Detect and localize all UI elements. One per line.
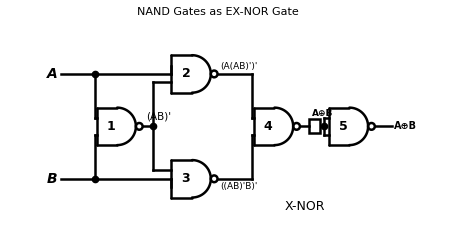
Text: 5: 5: [339, 120, 347, 133]
Bar: [309, 119, 319, 133]
Text: ((AB)'B)': ((AB)'B)': [220, 182, 258, 191]
Text: A: A: [46, 67, 57, 81]
Text: NAND Gates as EX-NOR Gate: NAND Gates as EX-NOR Gate: [137, 7, 299, 17]
Text: (A(AB)')': (A(AB)')': [220, 62, 258, 71]
Text: 4: 4: [264, 120, 273, 133]
Text: A⊕B: A⊕B: [393, 121, 417, 131]
Text: 3: 3: [182, 172, 190, 185]
Text: B: B: [46, 172, 57, 186]
Text: (AB)': (AB)': [146, 112, 172, 122]
Text: 2: 2: [182, 67, 190, 80]
Text: 1: 1: [107, 120, 115, 133]
Text: A⊕B: A⊕B: [311, 109, 333, 118]
Text: X-NOR: X-NOR: [284, 200, 325, 213]
